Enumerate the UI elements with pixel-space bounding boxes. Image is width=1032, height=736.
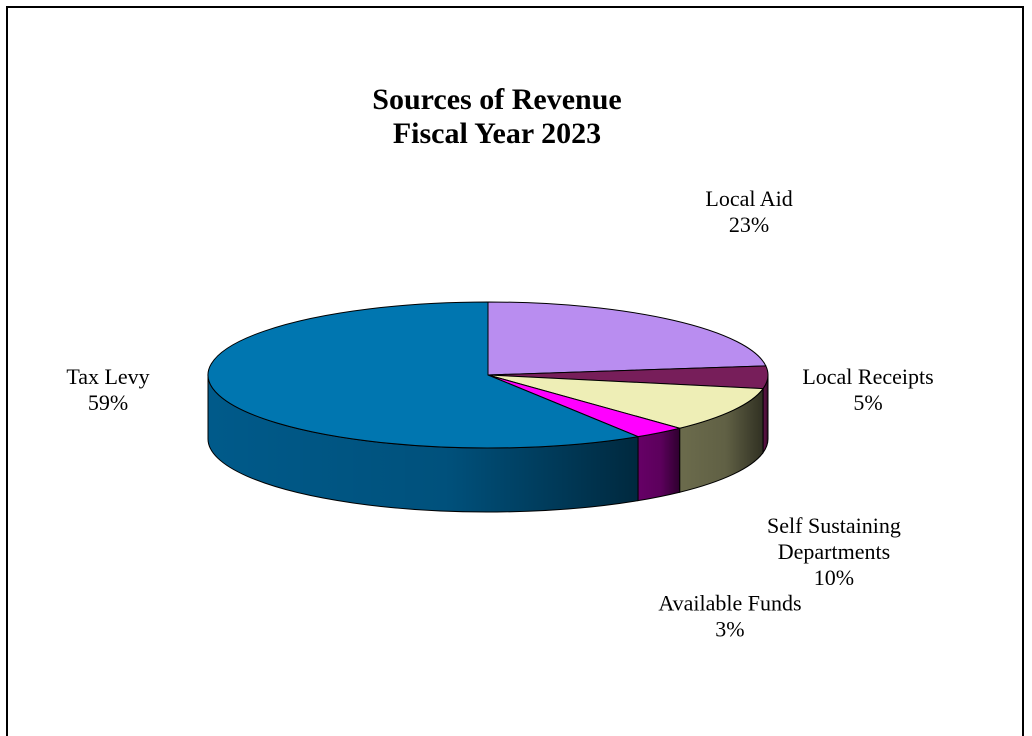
slice-percent-label: 59%: [88, 390, 128, 415]
side-self-sustaining-departments-shade: [679, 388, 764, 493]
slice-name-label: Local Receipts: [802, 364, 933, 389]
side-tax-levy-shade: [208, 375, 639, 512]
side-local-receipts-shade: [763, 375, 768, 453]
slice-percent-label: 5%: [853, 390, 882, 415]
pie-top-slices: [207, 301, 769, 449]
chart-title: Sources of Revenue Fiscal Year 2023: [372, 83, 621, 150]
chart-title-line-2: Fiscal Year 2023: [393, 117, 601, 150]
slice-percent-label: 10%: [814, 565, 854, 590]
slice-name-label: Departments: [778, 539, 890, 564]
slice-name-label: Tax Levy: [66, 364, 149, 389]
slice-self-sustaining-departments: [487, 374, 764, 429]
slice-percent-label: 3%: [715, 616, 744, 641]
slice-name-label: Available Funds: [658, 590, 801, 615]
slice-name-label: Self Sustaining: [767, 513, 901, 538]
slice-percent-label: 23%: [729, 212, 769, 237]
chart-title-line-1: Sources of Revenue: [372, 83, 621, 116]
slice-name-label: Local Aid: [705, 186, 792, 211]
side-available-funds-shade: [638, 428, 680, 501]
slice-tax-levy: [207, 301, 640, 449]
pie-sides: [207, 374, 769, 513]
slice-local-aid: [487, 301, 767, 376]
